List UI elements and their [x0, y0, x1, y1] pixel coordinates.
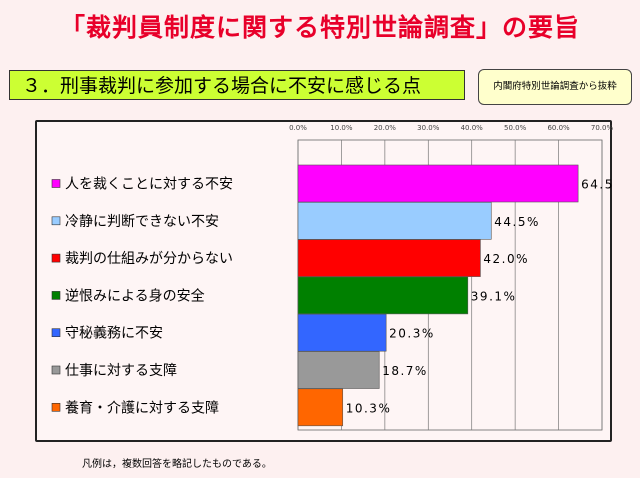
page-title: 「裁判員制度に関する特別世論調査」の要旨 — [59, 13, 580, 42]
category-label: 冷静に判断できない不安 — [65, 214, 219, 230]
category-label: 養育・介護に対する支障 — [65, 399, 219, 416]
legend-marker — [51, 291, 61, 300]
x-tick-label: 70.0% — [591, 124, 614, 132]
legend-marker — [51, 365, 61, 375]
x-tick-label: 10.0% — [330, 124, 353, 132]
bar — [297, 164, 579, 203]
legend-marker — [51, 253, 61, 263]
x-tick-label: 20.0% — [374, 124, 397, 132]
legend-marker — [51, 402, 61, 412]
category-label: 仕事に対する支障 — [65, 363, 177, 379]
bar — [297, 276, 469, 315]
bar — [297, 239, 481, 277]
data-label: 18.7% — [382, 364, 428, 378]
category-label: 人を裁くことに対する不安 — [65, 177, 233, 193]
data-label: 39.1% — [471, 289, 517, 303]
data-label: 42.0% — [483, 252, 529, 266]
data-label: 20.3% — [389, 327, 435, 341]
x-tick-label: 40.0% — [461, 124, 484, 132]
data-label: 44.5% — [494, 215, 540, 229]
legend-marker — [51, 328, 61, 338]
x-tick-label: 60.0% — [547, 124, 570, 132]
data-label: 64.5 — [581, 178, 614, 192]
data-label: 10.3% — [346, 401, 392, 415]
x-tick-label: 50.0% — [504, 124, 527, 132]
bar — [297, 351, 380, 389]
bar — [297, 388, 344, 427]
category-label: 逆恨みによる身の安全 — [65, 287, 205, 304]
bar — [297, 202, 492, 240]
bar — [297, 313, 387, 352]
legend-marker — [51, 179, 61, 188]
x-tick-label: 30.0% — [417, 124, 440, 132]
source-badge: 内閣府特別世論調査から抜粋 — [478, 69, 632, 105]
x-tick-label: 0.0% — [289, 124, 307, 132]
category-label: 裁判の仕組みが分からない — [65, 251, 233, 267]
category-label: 守秘義務に不安 — [65, 325, 163, 342]
legend-marker — [51, 216, 61, 226]
footnote: 凡例は，複数回答を略記したものである。 — [82, 459, 272, 470]
section-subtitle: ３．刑事裁判に参加する場合に不安に感じる点 — [9, 70, 465, 100]
